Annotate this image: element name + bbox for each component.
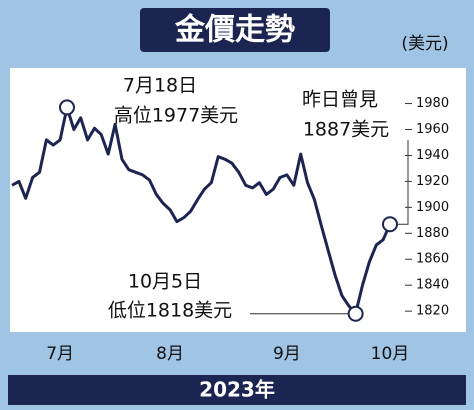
y-tick-label: 1860 — [416, 252, 449, 267]
y-tick-label: 1840 — [416, 278, 449, 293]
y-tick-label: 1960 — [416, 122, 449, 137]
highlight-marker — [382, 216, 398, 233]
highlight-marker — [347, 305, 364, 322]
leader-line — [397, 140, 409, 225]
annotation: 高位1977美元 — [114, 105, 238, 127]
annotation: 7月18日 — [123, 75, 197, 97]
y-tick-label: 1940 — [416, 148, 449, 163]
highlight-marker — [58, 99, 75, 116]
annotation: 10月5日 — [128, 271, 202, 293]
y-tick-label: 1820 — [416, 304, 449, 319]
price-line — [11, 105, 392, 316]
annotation: 1887美元 — [303, 119, 389, 141]
y-tick-label: 1980 — [416, 96, 449, 111]
x-tick-label: 9月 — [273, 344, 301, 364]
annotation: 昨日曾見 — [302, 89, 378, 111]
x-label-bar — [8, 375, 466, 405]
x-axis-label: 2023年 — [199, 378, 275, 402]
plot-area — [10, 68, 466, 332]
unit-label: (美元) — [401, 34, 448, 54]
x-tick-label: 7月 — [46, 344, 74, 364]
annotation: 低位1818美元 — [108, 300, 232, 322]
y-tick-label: 1900 — [416, 200, 449, 215]
x-tick-label: 10月 — [371, 344, 410, 364]
y-tick-label: 1920 — [416, 174, 449, 189]
x-tick-label: 8月 — [156, 344, 184, 364]
chart-title: 金價走勢 — [174, 13, 295, 48]
y-tick-label: 1880 — [416, 226, 449, 241]
title-bar — [140, 8, 330, 52]
